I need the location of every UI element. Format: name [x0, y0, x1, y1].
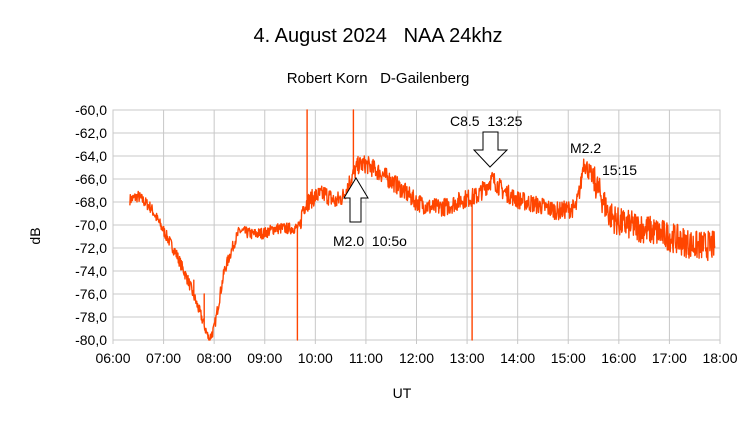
y-tick-label: -78,0 [75, 309, 107, 325]
plot-area [112, 109, 721, 341]
chart-title: 4. August 2024 NAA 24khz [253, 25, 502, 47]
x-tick-label: 11:00 [349, 350, 383, 366]
y-tick-label: -74,0 [75, 263, 107, 279]
y-tick-label: -66,0 [75, 171, 107, 187]
x-tick-label: 10:00 [298, 350, 333, 366]
x-axis-label: UT [393, 385, 412, 401]
annotation-c85: C8.5 13:25 [450, 113, 523, 129]
series-line [129, 109, 716, 341]
y-tick-label: -60,0 [75, 102, 107, 118]
x-tick-label: 12:00 [399, 350, 434, 366]
y-tick-label: -62,0 [75, 125, 107, 141]
series [129, 109, 716, 341]
x-tick-label: 14:00 [500, 350, 535, 366]
y-tick-label: -64,0 [75, 148, 107, 164]
x-tick-label: 06:00 [95, 350, 130, 366]
x-tick-label: 16:00 [601, 350, 636, 366]
chart-subtitle: Robert Korn D-Gailenberg [287, 70, 470, 87]
y-axis-label: dB [27, 227, 43, 244]
annotation-m20: M2.0 10:5o [333, 233, 407, 249]
x-tick-label: 09:00 [247, 350, 282, 366]
x-axis-ticks: 06:00 07:00 08:00 09:00 10:00 11:00 12:00 13:00… [95, 350, 737, 366]
y-tick-label: -72,0 [75, 240, 107, 256]
down-arrow-icon [472, 131, 509, 168]
up-arrow-icon [343, 177, 369, 223]
annotation-m22-time: 15:15 [602, 162, 637, 178]
x-tick-label: 15:00 [551, 350, 586, 366]
x-tick-label: 13:00 [450, 350, 485, 366]
x-tick-label: 17:00 [652, 350, 687, 366]
x-tick-label: 18:00 [702, 350, 737, 366]
x-tick-label: 07:00 [146, 350, 181, 366]
y-tick-label: -70,0 [75, 217, 107, 233]
y-tick-label: -76,0 [75, 286, 107, 302]
y-tick-label: -80,0 [75, 332, 107, 348]
annotations: M2.0 10:5o C8.5 13:25 M2.2 15:15 [333, 113, 637, 249]
y-tick-label: -68,0 [75, 194, 107, 210]
annotation-m22: M2.2 [570, 140, 601, 156]
y-axis-ticks: -60,0 -62,0 -64,0 -66,0 -68,0 -70,0 -72,0 -74,0… [75, 102, 107, 348]
x-tick-label: 08:00 [197, 350, 232, 366]
